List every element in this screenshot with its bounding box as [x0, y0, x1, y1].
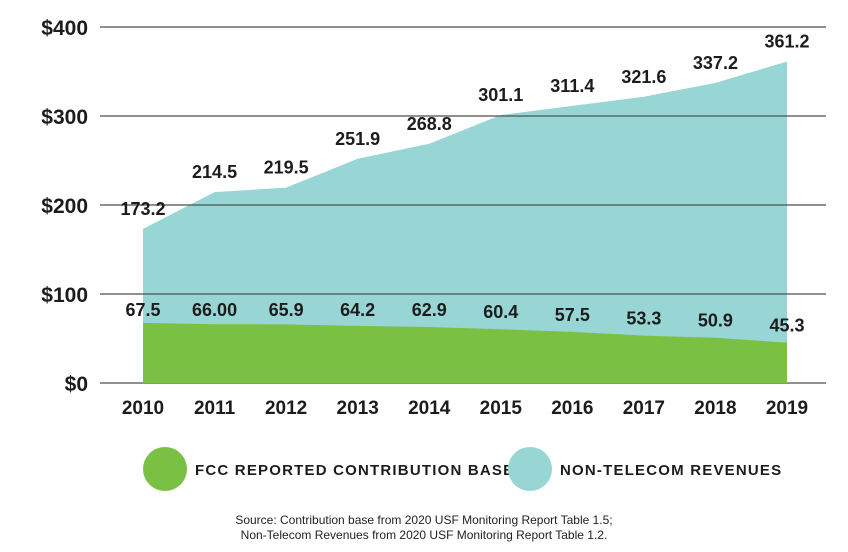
- x-tick-label: 2014: [408, 398, 451, 419]
- y-tick-label: $400: [41, 17, 88, 40]
- x-tick-label: 2010: [122, 398, 164, 419]
- x-tick-label: 2019: [766, 398, 808, 419]
- non-telecom-area: [143, 61, 787, 383]
- x-tick-label: 2013: [337, 398, 379, 419]
- non-telecom-label: 219.5: [264, 158, 309, 178]
- y-tick-label: $0: [65, 373, 88, 396]
- non-telecom-label: 321.6: [621, 67, 666, 87]
- contribution-base-label: 50.9: [698, 311, 733, 331]
- contribution-base-label: 67.5: [125, 300, 160, 320]
- x-tick-label: 2017: [623, 398, 665, 419]
- non-telecom-label: 301.1: [478, 85, 523, 105]
- y-axis-ticks: $0 $100 $200 $300 $400: [41, 17, 88, 396]
- contribution-base-label: 60.4: [483, 302, 518, 322]
- x-tick-label: 2015: [480, 398, 523, 419]
- x-tick-label: 2016: [551, 398, 593, 419]
- contribution-base-label: 53.3: [626, 309, 661, 329]
- non-telecom-label: 173.2: [120, 199, 165, 219]
- non-telecom-label: 311.4: [550, 76, 594, 96]
- y-tick-label: $300: [41, 106, 88, 129]
- contribution-base-label: 64.2: [340, 300, 375, 320]
- non-telecom-label: 337.2: [693, 53, 738, 73]
- legend-contribution-base-label: FCC REPORTED CONTRIBUTION BASE: [195, 462, 514, 479]
- source-note-line-2: Non-Telecom Revenues from 2020 USF Monit…: [240, 528, 608, 542]
- non-telecom-label: 361.2: [764, 32, 809, 52]
- x-tick-label: 2012: [265, 398, 307, 419]
- x-tick-label: 2011: [194, 398, 236, 419]
- non-telecom-label: 214.5: [192, 162, 237, 182]
- y-tick-label: $100: [41, 284, 88, 307]
- contribution-base-label: 62.9: [412, 300, 447, 320]
- x-axis-ticks: 2010 2011 2012 2013 2014 2015 2016 2017 2018 2019: [122, 398, 808, 419]
- y-tick-label: $200: [41, 195, 88, 218]
- contribution-base-label: 66.00: [192, 300, 237, 320]
- non-telecom-label: 251.9: [335, 129, 380, 149]
- contribution-base-label: 57.5: [555, 305, 590, 325]
- areas: [100, 26, 826, 383]
- contribution-base-area: [143, 322, 787, 383]
- contribution-base-label: 65.9: [269, 300, 304, 320]
- contribution-base-label: 45.3: [769, 316, 804, 336]
- legend-non-telecom-label: NON-TELECOM REVENUES: [560, 462, 782, 479]
- legend-non-telecom-swatch: [508, 447, 552, 491]
- non-telecom-label: 268.8: [407, 114, 452, 134]
- legend-contribution-base-swatch: [143, 447, 187, 491]
- x-tick-label: 2018: [694, 398, 736, 419]
- source-note-line-1: Source: Contribution base from 2020 USF …: [235, 513, 613, 527]
- legend: FCC REPORTED CONTRIBUTION BASE NON-TELECO…: [143, 447, 782, 491]
- data-labels: 67.5 66.00 65.9 64.2 62.9 60.4 57.5 53.3 50.9 45.…: [120, 32, 809, 336]
